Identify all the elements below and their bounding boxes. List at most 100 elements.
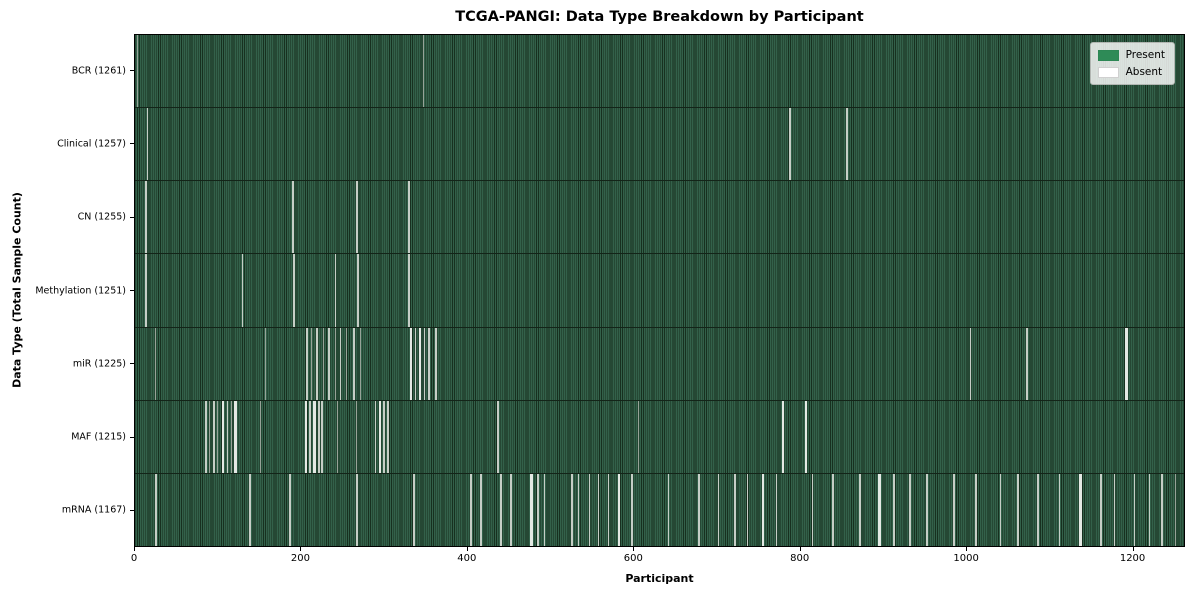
- y-tick-label: miR (1225): [72, 358, 126, 370]
- absent-line: [746, 473, 749, 546]
- y-tick-mark: [130, 290, 134, 291]
- absent-line: [637, 400, 639, 473]
- absent-line: [667, 473, 670, 546]
- x-tick-mark: [300, 547, 302, 551]
- x-tick-mark: [134, 547, 135, 551]
- absent-line: [316, 327, 319, 400]
- absent-line: [908, 473, 911, 546]
- absent-line: [775, 473, 778, 546]
- absent-line: [387, 400, 389, 473]
- absent-line: [543, 473, 546, 546]
- absent-line: [1100, 473, 1102, 546]
- absent-line: [323, 327, 325, 400]
- absent-line: [144, 254, 147, 327]
- y-tick-mark: [130, 509, 134, 511]
- absent-line: [734, 473, 736, 546]
- absent-line: [761, 473, 765, 546]
- y-tick-mark: [130, 70, 134, 72]
- absent-line: [832, 473, 834, 546]
- absent-line: [1079, 473, 1082, 546]
- absent-line: [1058, 473, 1061, 546]
- absent-line: [926, 473, 929, 546]
- absent-line: [328, 327, 330, 400]
- absent-line: [356, 473, 358, 546]
- absent-line: [334, 254, 337, 327]
- y-tick-mark: [130, 363, 134, 365]
- absent-line: [144, 181, 147, 254]
- absent-line: [804, 400, 808, 473]
- absent-line: [630, 473, 633, 546]
- absent-line: [717, 473, 720, 546]
- absent-line: [313, 400, 316, 473]
- x-tick-mark: [966, 547, 968, 551]
- absent-line: [1037, 473, 1039, 546]
- absent-line: [846, 108, 849, 181]
- absent-line: [308, 400, 311, 473]
- x-tick-label: 600: [623, 553, 643, 564]
- absent-line: [781, 400, 785, 473]
- absent-line: [382, 400, 385, 473]
- x-tick-label: 400: [457, 553, 477, 564]
- y-tick-label: Methylation (1251): [35, 285, 126, 296]
- x-tick-label: 1200: [1119, 553, 1146, 564]
- absent-line: [230, 400, 232, 473]
- absent-line: [698, 473, 701, 546]
- y-tick-label: Clinical (1257): [57, 138, 126, 150]
- absent-line: [1148, 473, 1151, 546]
- absent-line: [1113, 473, 1116, 546]
- absent-line: [530, 473, 533, 546]
- absent-line: [470, 473, 472, 546]
- y-tick-mark: [130, 436, 134, 438]
- absent-line: [334, 327, 336, 400]
- legend: Present Absent: [1089, 42, 1175, 85]
- absent-line: [234, 400, 237, 473]
- absent-line: [1017, 473, 1019, 546]
- absent-line: [249, 473, 251, 546]
- heatmap-row-methylation: [135, 253, 1184, 327]
- absent-line: [337, 400, 339, 473]
- absent-line: [374, 400, 377, 473]
- x-tick-label: 800: [790, 553, 810, 564]
- absent-line: [359, 327, 361, 400]
- absent-line: [209, 400, 211, 473]
- absent-line: [496, 400, 499, 473]
- absent-line: [999, 473, 1002, 546]
- absent-line: [1175, 473, 1177, 546]
- present-swatch: [1097, 49, 1119, 61]
- absent-swatch: [1097, 66, 1119, 78]
- absent-line: [414, 327, 417, 400]
- absent-line: [154, 473, 157, 546]
- absent-line: [318, 400, 320, 473]
- absent-line: [577, 473, 580, 546]
- heatmap-row-clinical: [135, 107, 1184, 181]
- y-tick-label: BCR (1261): [71, 65, 126, 77]
- absent-line: [409, 327, 413, 400]
- absent-line: [264, 327, 266, 400]
- x-tick-mark: [1132, 547, 1134, 551]
- absent-line: [858, 473, 861, 546]
- absent-line: [588, 473, 591, 546]
- absent-line: [423, 327, 426, 400]
- x-tick-mark: [466, 547, 468, 551]
- x-tick-label: 0: [130, 553, 138, 564]
- absent-line: [878, 473, 881, 546]
- absent-line: [259, 400, 261, 473]
- heatmap-row-mrna: [135, 472, 1184, 546]
- absent-line: [427, 327, 430, 400]
- y-tick-label: MAF (1215): [71, 431, 126, 443]
- absent-line: [146, 108, 149, 181]
- absent-line: [500, 473, 502, 546]
- x-tick-label: 200: [290, 553, 310, 564]
- absent-line: [353, 327, 355, 400]
- absent-line: [412, 473, 415, 546]
- absent-line: [241, 254, 244, 327]
- absent-line: [789, 108, 791, 181]
- absent-line: [811, 473, 814, 546]
- absent-line: [1161, 473, 1163, 546]
- absent-line: [607, 473, 610, 546]
- absent-line: [952, 473, 955, 546]
- absent-line: [356, 400, 358, 473]
- absent-line: [311, 327, 313, 400]
- y-tick-mark: [130, 143, 134, 145]
